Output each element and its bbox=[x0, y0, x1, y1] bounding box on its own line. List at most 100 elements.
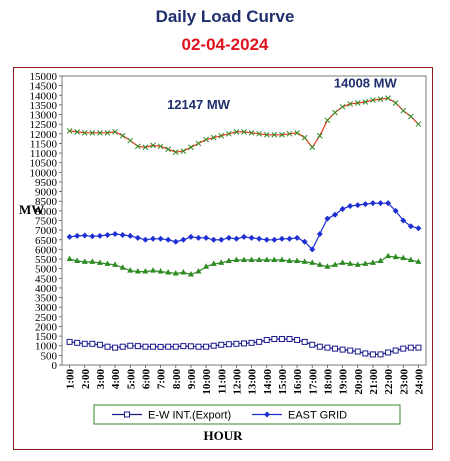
x-tick-label: 11:00 bbox=[216, 369, 228, 395]
green-series-point bbox=[89, 258, 96, 264]
east-grid-point bbox=[104, 231, 111, 238]
y-tick-label: 4500 bbox=[35, 273, 58, 285]
x-tick-label: 8:00 bbox=[171, 369, 183, 390]
y-tick-label: 5000 bbox=[35, 264, 58, 276]
legend-label: E-W INT.(Export) bbox=[148, 410, 231, 422]
x-tick-label: 17:00 bbox=[307, 369, 319, 395]
plot-area bbox=[61, 75, 427, 366]
green-series-point bbox=[407, 256, 414, 262]
ew-int-export-point bbox=[241, 340, 247, 347]
east-grid-point bbox=[263, 236, 270, 243]
red-series-point bbox=[339, 103, 346, 110]
y-tick-label: 15000 bbox=[30, 71, 58, 83]
east-grid-point bbox=[256, 235, 263, 242]
east-grid-point bbox=[203, 234, 210, 241]
green-series-point bbox=[332, 261, 338, 267]
y-tick-label: 8000 bbox=[35, 206, 58, 218]
east-grid-point bbox=[66, 233, 73, 240]
x-tick-label: 9:00 bbox=[186, 369, 198, 390]
ew-int-export-point bbox=[112, 344, 119, 351]
ew-int-export-point bbox=[180, 343, 187, 350]
east-grid-point bbox=[309, 246, 316, 253]
x-tick-label: 7:00 bbox=[156, 369, 168, 390]
green-series-point bbox=[96, 259, 103, 265]
y-tick-label: 11500 bbox=[30, 138, 58, 150]
green-series-point bbox=[195, 268, 202, 274]
green-series-point bbox=[150, 267, 156, 273]
x-tick-label: 6:00 bbox=[140, 369, 152, 390]
x-tick-label: 22:00 bbox=[383, 369, 395, 395]
red-series-point bbox=[354, 100, 361, 106]
x-tick-label: 2:00 bbox=[80, 369, 92, 390]
green-series-point bbox=[74, 257, 81, 263]
legend-box bbox=[93, 404, 401, 425]
ew-int-export-point bbox=[339, 346, 346, 353]
ew-int-export-point bbox=[89, 340, 96, 347]
ew-int-export-point bbox=[385, 349, 392, 356]
red-series-point bbox=[377, 96, 384, 102]
y-axis-label: MW bbox=[19, 202, 44, 217]
y-tick-label: 14500 bbox=[30, 81, 58, 93]
green-series-point bbox=[203, 263, 210, 269]
x-tick-label: 18:00 bbox=[322, 369, 334, 395]
red-series-point bbox=[134, 143, 141, 150]
green-series-point bbox=[263, 256, 270, 262]
green-series-point bbox=[415, 258, 422, 264]
east-grid-point bbox=[324, 215, 331, 222]
east-grid-point bbox=[362, 201, 369, 208]
east-grid-point bbox=[385, 200, 392, 207]
ew-int-export-point bbox=[96, 341, 103, 348]
y-tick-label: 1000 bbox=[35, 341, 58, 353]
green-series-point bbox=[127, 267, 134, 273]
ew-int-export-point bbox=[74, 339, 81, 346]
east-grid-point bbox=[134, 234, 141, 241]
east-grid-point bbox=[172, 238, 179, 245]
red-series-point bbox=[301, 134, 308, 141]
east-grid-point bbox=[248, 234, 255, 241]
green-series-point bbox=[218, 259, 225, 265]
x-tick-label: 13:00 bbox=[247, 369, 259, 395]
ew-int-export-point bbox=[119, 343, 126, 350]
green-series-point bbox=[286, 257, 293, 263]
x-tick-label: 21:00 bbox=[368, 369, 380, 395]
east-grid-point bbox=[187, 233, 194, 240]
y-tick-label: 1500 bbox=[35, 331, 58, 343]
ew-int-export-point bbox=[142, 343, 149, 350]
chart-title: Daily Load Curve bbox=[155, 7, 295, 26]
red-series-point bbox=[74, 129, 81, 135]
green-series-point bbox=[377, 257, 384, 263]
east-grid-point bbox=[74, 232, 81, 239]
y-tick-label: 10000 bbox=[30, 167, 58, 179]
ew-int-export-point bbox=[203, 343, 210, 350]
green-series-point bbox=[210, 260, 217, 266]
green-series-point bbox=[309, 259, 316, 265]
green-series-point bbox=[248, 256, 255, 262]
y-tick-label: 13000 bbox=[30, 110, 58, 122]
red-series-point bbox=[279, 131, 285, 138]
green-series-point bbox=[66, 255, 73, 262]
ew-int-export-point bbox=[407, 344, 414, 351]
green-series-point bbox=[241, 256, 247, 262]
red-series-point bbox=[104, 129, 111, 136]
y-tick-label: 7000 bbox=[35, 225, 58, 237]
x-axis-label: HOUR bbox=[204, 428, 244, 443]
east-grid-point bbox=[332, 211, 338, 218]
ew-int-export-point bbox=[233, 340, 240, 347]
red-series-point bbox=[256, 130, 263, 137]
ew-int-export-point bbox=[127, 342, 134, 349]
green-series-point bbox=[294, 257, 301, 263]
ew-int-export-point bbox=[332, 345, 338, 352]
red-series-point bbox=[324, 117, 331, 124]
green-series-point bbox=[392, 253, 399, 260]
east-grid-point bbox=[81, 232, 88, 239]
y-tick-label: 9500 bbox=[35, 177, 58, 189]
red-series-point bbox=[195, 140, 202, 147]
green-series-point bbox=[157, 268, 164, 274]
legend-point bbox=[264, 411, 270, 418]
ew-int-export-point bbox=[324, 344, 331, 351]
east-grid-point bbox=[225, 234, 232, 241]
ew-int-export-point bbox=[157, 343, 164, 350]
chart-frame bbox=[13, 67, 433, 450]
green-series-point bbox=[172, 269, 179, 276]
